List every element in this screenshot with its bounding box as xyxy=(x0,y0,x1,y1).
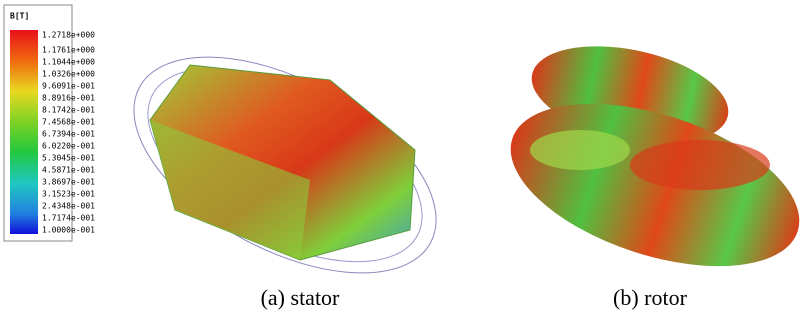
legend-label: 3.1523e-001 xyxy=(42,190,95,199)
legend-label: 1.0326e+000 xyxy=(42,70,95,79)
caption: (a) stator xyxy=(261,285,340,310)
legend-label: 6.7394e-001 xyxy=(42,130,95,139)
legend-label: 9.6091e-001 xyxy=(42,82,95,91)
figure: B[T] 1.2718e+000 1.1761e+000 1.1044e+000 1.… xyxy=(0,0,808,321)
legend-label: 8.1742e-001 xyxy=(42,106,95,115)
legend-label: 1.2718e+000 xyxy=(42,31,95,40)
stator-plot xyxy=(99,12,470,317)
rotor-plot xyxy=(491,30,808,298)
legend-label: 8.8916e-001 xyxy=(42,94,95,103)
legend-label: 1.1761e+000 xyxy=(42,46,95,55)
legend-label: 1.1044e+000 xyxy=(42,58,95,67)
caption: (b) rotor xyxy=(613,285,688,310)
legend-label: 7.4568e-001 xyxy=(42,118,95,127)
legend-label: 6.0220e-001 xyxy=(42,142,95,151)
legend-label: 1.0000e-001 xyxy=(42,226,95,235)
legend-label: 2.4348e-001 xyxy=(42,202,95,211)
legend-label: 5.3045e-001 xyxy=(42,154,95,163)
color-bar xyxy=(10,30,38,234)
legend-title: B[T] xyxy=(10,12,29,21)
legend-label: 3.8697e-001 xyxy=(42,178,95,187)
legend-label: 4.5871e-001 xyxy=(42,166,95,175)
legend-label: 1.7174e-001 xyxy=(42,214,95,223)
